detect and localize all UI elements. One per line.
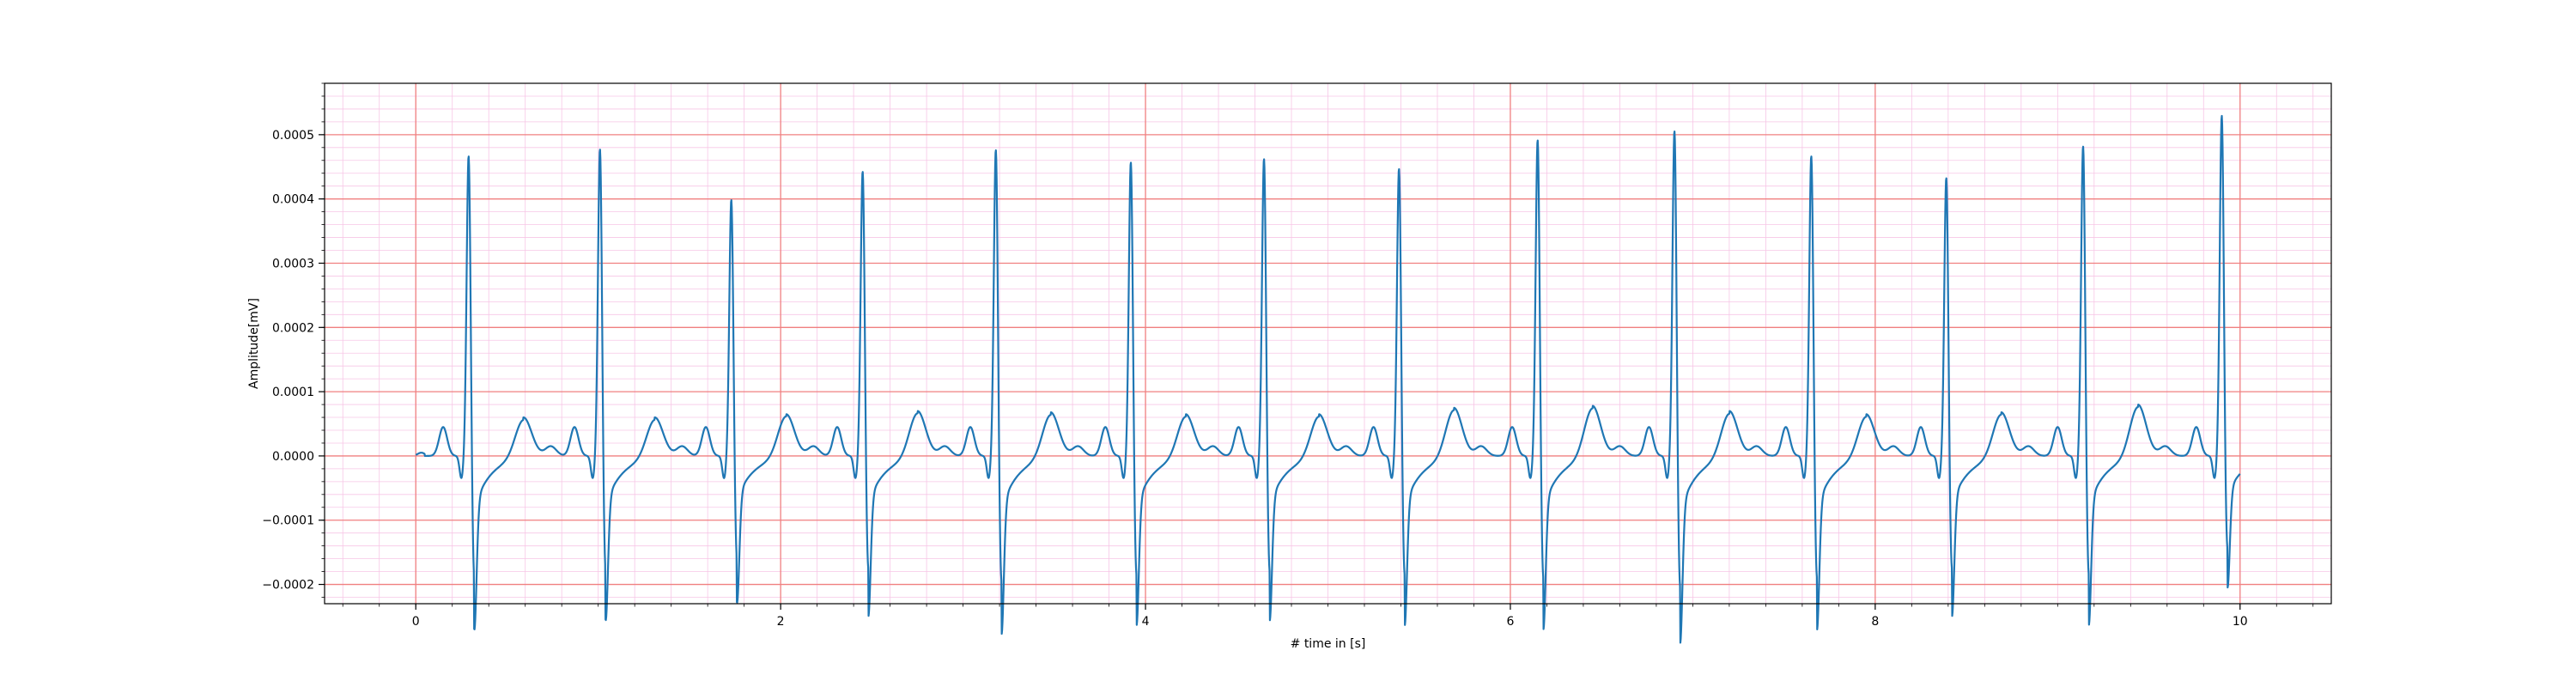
y-tick-label: −0.0001 <box>262 514 314 528</box>
minor-grid <box>325 82 2331 604</box>
y-tick-label: 0.0001 <box>272 386 314 399</box>
y-axis-ticks: −0.0002 −0.0001 0.0000 0.0001 0.0002 0.0003 0.… <box>262 82 325 598</box>
x-tick-label: 10 <box>2233 615 2248 629</box>
ecg-series-line <box>415 114 2241 644</box>
y-tick-label: 0.0003 <box>272 257 314 271</box>
y-tick-label: 0.0004 <box>272 193 314 207</box>
y-tick-label: 0.0002 <box>272 321 314 335</box>
x-axis-ticks: 0 2 4 6 8 10 <box>342 604 2314 629</box>
x-tick-label: 8 <box>1871 615 1879 629</box>
x-tick-label: 0 <box>412 615 420 629</box>
y-tick-label: 0.0000 <box>272 450 314 464</box>
y-tick-label: 0.0005 <box>272 129 314 143</box>
x-tick-label: 4 <box>1142 615 1150 629</box>
x-tick-label: 6 <box>1506 615 1514 629</box>
y-tick-label: −0.0002 <box>262 579 314 593</box>
y-axis-label: Amplitude[mV] <box>247 298 261 389</box>
major-grid <box>325 83 2331 604</box>
series-layer <box>415 114 2241 644</box>
x-tick-label: 2 <box>777 615 785 629</box>
x-axis-label: # time in [s] <box>1291 637 1366 651</box>
